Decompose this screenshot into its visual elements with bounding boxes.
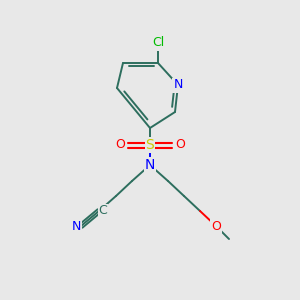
Text: S: S (146, 138, 154, 152)
Text: Cl: Cl (152, 37, 164, 50)
Text: O: O (175, 139, 185, 152)
Text: O: O (115, 139, 125, 152)
Text: N: N (71, 220, 81, 232)
Text: C: C (99, 205, 107, 218)
Text: N: N (145, 158, 155, 172)
Text: N: N (173, 79, 183, 92)
Text: O: O (211, 220, 221, 232)
